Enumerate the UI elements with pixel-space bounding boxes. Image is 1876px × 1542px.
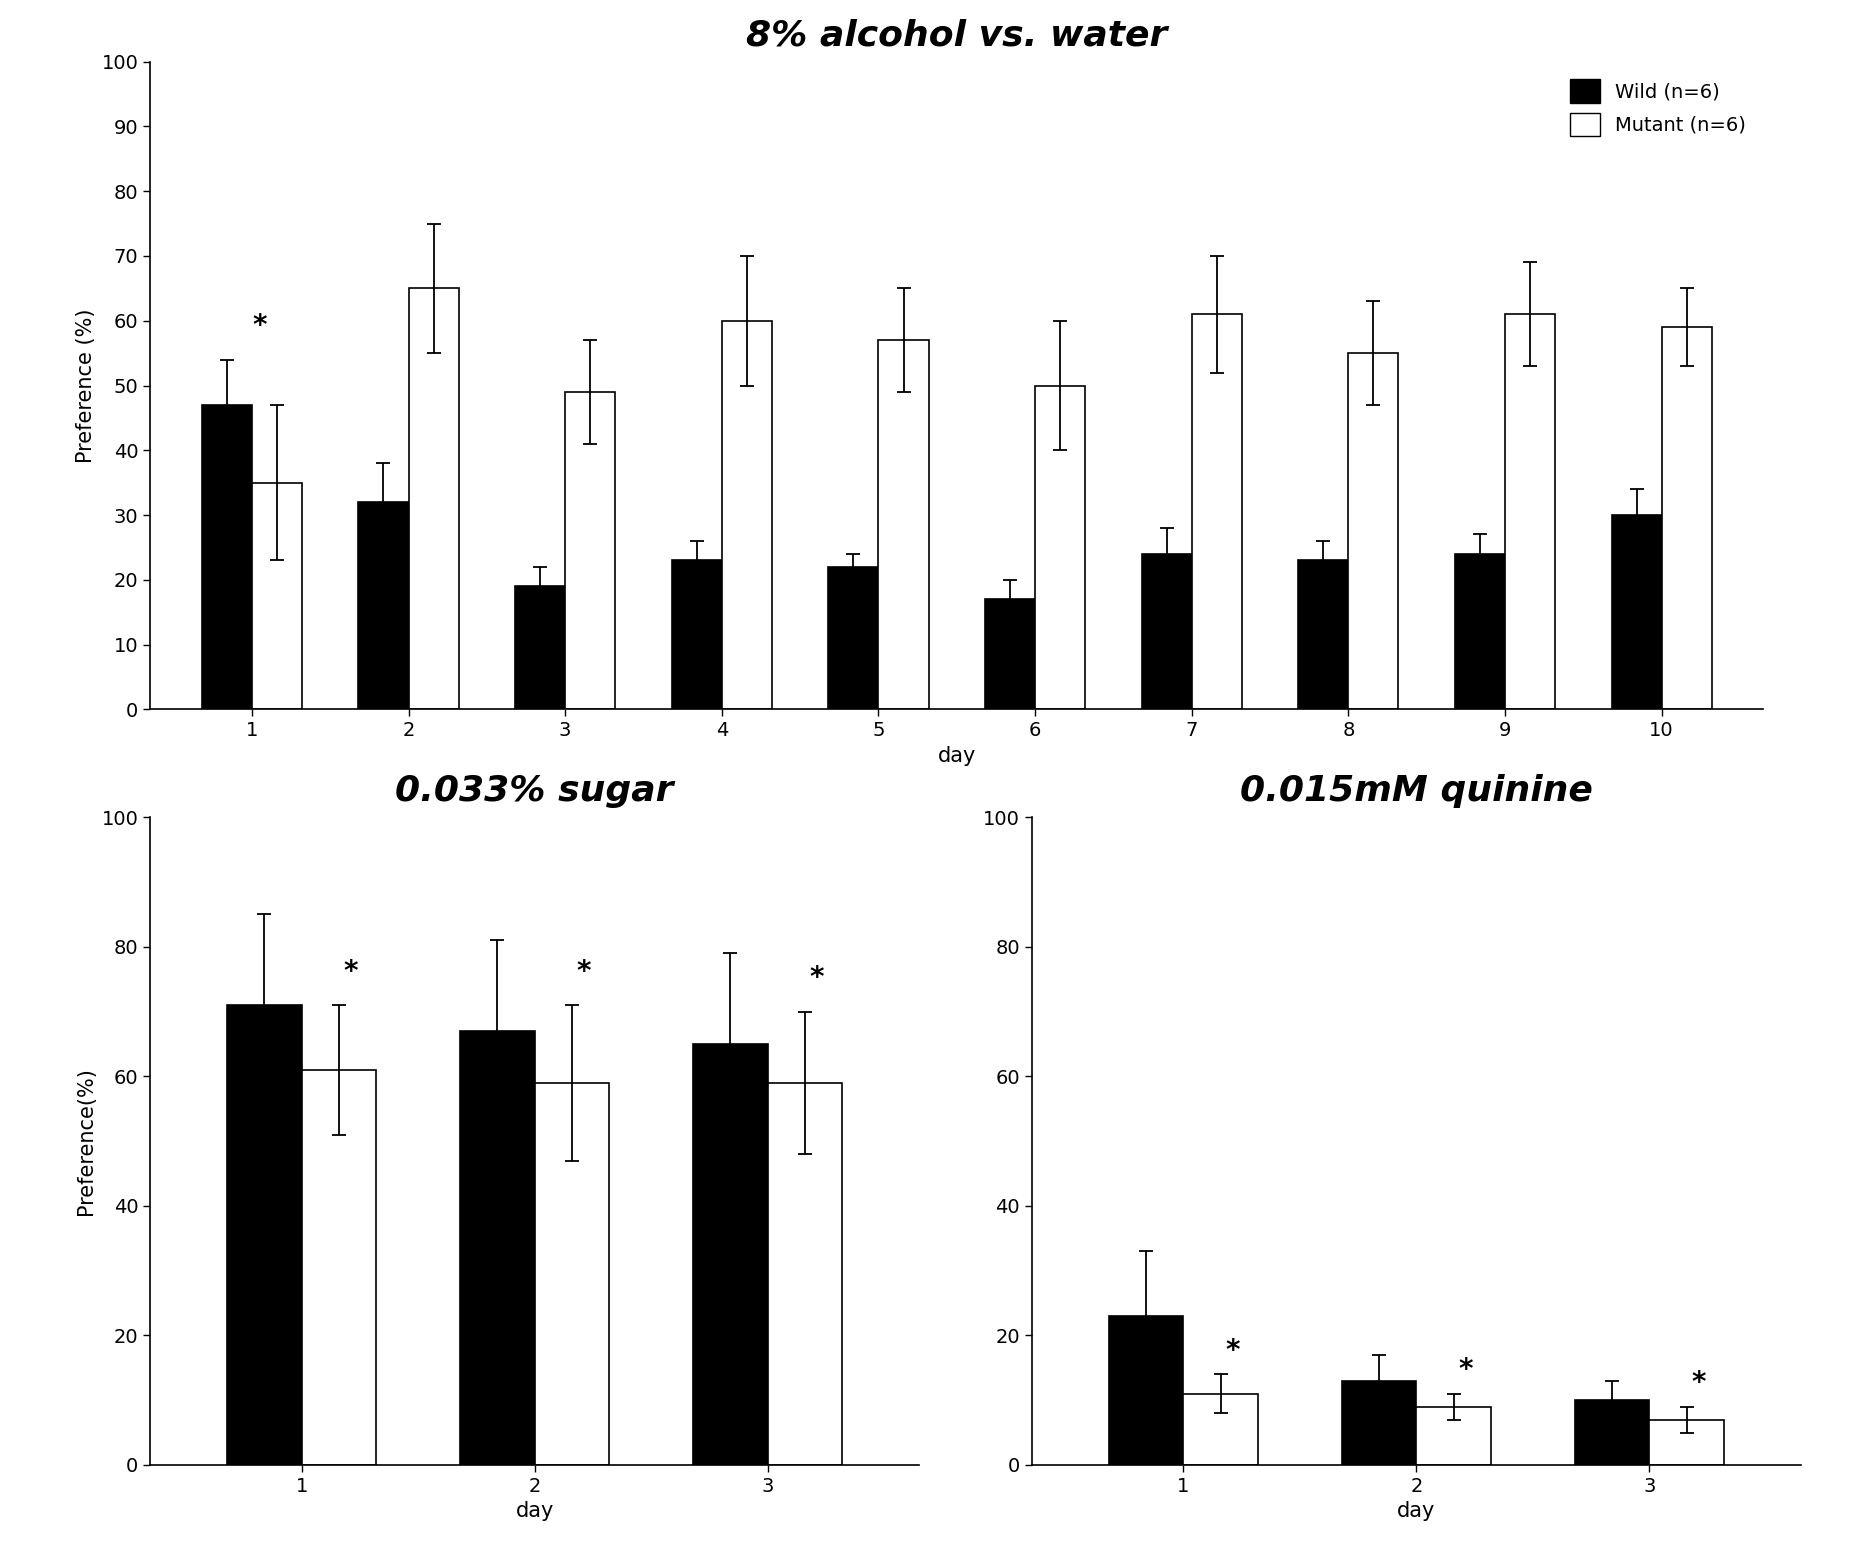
Bar [409,288,458,709]
Bar [1456,554,1505,709]
Legend: Wild (n=6), Mutant (n=6): Wild (n=6), Mutant (n=6) [1563,71,1754,143]
X-axis label: day: day [938,746,976,766]
Bar [358,503,409,709]
Title: 0.015mM quinine: 0.015mM quinine [1240,774,1593,808]
Bar [1611,515,1662,709]
Bar [692,1044,767,1465]
Bar [1298,560,1349,709]
Bar [565,392,615,709]
Bar [878,341,929,709]
Text: *: * [1690,1369,1705,1397]
Bar [1142,554,1191,709]
Bar [302,1070,377,1465]
Bar [1416,1406,1491,1465]
Title: 8% alcohol vs. water: 8% alcohol vs. water [747,19,1167,52]
Text: *: * [1225,1337,1240,1365]
Bar [767,1082,842,1465]
Bar [1574,1400,1649,1465]
Y-axis label: Preference(%): Preference(%) [75,1067,96,1215]
Bar [829,567,878,709]
Bar [1349,353,1398,709]
Bar [251,483,302,709]
Bar [985,600,1036,709]
Bar [460,1032,535,1465]
Bar [672,560,722,709]
Bar [1341,1380,1416,1465]
Bar [1505,315,1555,709]
Bar [516,586,565,709]
Text: *: * [809,964,824,992]
Text: *: * [1458,1355,1473,1385]
Bar [722,321,771,709]
X-axis label: day: day [1398,1502,1435,1522]
Title: 0.033% sugar: 0.033% sugar [396,774,673,808]
Text: *: * [576,958,591,985]
Bar [1649,1420,1724,1465]
Bar [1662,327,1711,709]
Bar [203,406,251,709]
X-axis label: day: day [516,1502,553,1522]
Bar [1036,386,1084,709]
Bar [227,1005,302,1465]
Text: *: * [343,958,358,985]
Bar [535,1082,610,1465]
Y-axis label: Preference (%): Preference (%) [75,308,96,463]
Bar [1184,1394,1259,1465]
Bar [1109,1315,1184,1465]
Bar [1191,315,1242,709]
Text: *: * [253,311,266,341]
